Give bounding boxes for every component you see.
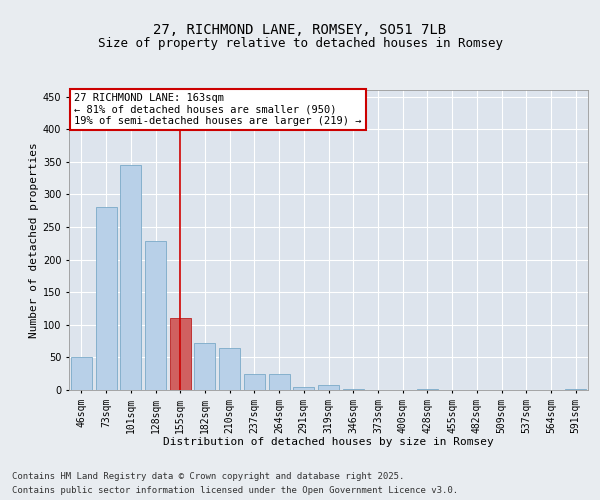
Bar bbox=[170, 318, 191, 390]
Bar bbox=[95, 208, 116, 390]
Bar bbox=[244, 374, 265, 390]
Bar bbox=[269, 374, 290, 390]
Text: Contains public sector information licensed under the Open Government Licence v3: Contains public sector information licen… bbox=[12, 486, 458, 495]
Bar bbox=[318, 386, 339, 390]
Text: 27 RICHMOND LANE: 163sqm
← 81% of detached houses are smaller (950)
19% of semi-: 27 RICHMOND LANE: 163sqm ← 81% of detach… bbox=[74, 93, 362, 126]
Bar bbox=[293, 386, 314, 390]
Bar bbox=[343, 388, 364, 390]
Bar bbox=[565, 388, 586, 390]
Bar bbox=[145, 242, 166, 390]
X-axis label: Distribution of detached houses by size in Romsey: Distribution of detached houses by size … bbox=[163, 437, 494, 447]
Text: Size of property relative to detached houses in Romsey: Size of property relative to detached ho… bbox=[97, 38, 503, 51]
Bar bbox=[417, 388, 438, 390]
Bar bbox=[71, 358, 92, 390]
Bar bbox=[219, 348, 240, 390]
Bar bbox=[194, 343, 215, 390]
Y-axis label: Number of detached properties: Number of detached properties bbox=[29, 142, 38, 338]
Bar bbox=[120, 165, 141, 390]
Text: 27, RICHMOND LANE, ROMSEY, SO51 7LB: 27, RICHMOND LANE, ROMSEY, SO51 7LB bbox=[154, 22, 446, 36]
Text: Contains HM Land Registry data © Crown copyright and database right 2025.: Contains HM Land Registry data © Crown c… bbox=[12, 472, 404, 481]
